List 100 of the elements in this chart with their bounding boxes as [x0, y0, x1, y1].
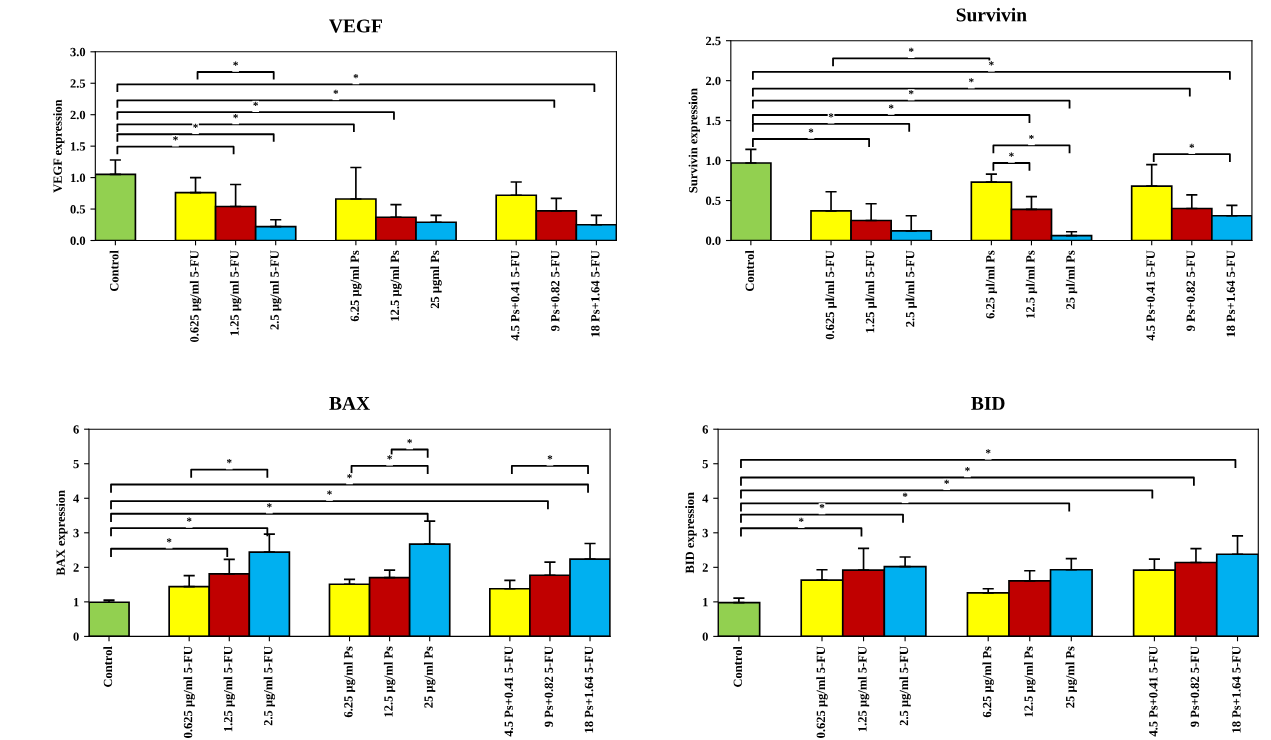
y-tick-label: 1.5: [70, 142, 86, 151]
x-tick-label: 2.5 µg/ml 5-FU: [899, 646, 911, 726]
y-tick-label: 6: [702, 425, 709, 434]
annotation: *: [908, 90, 914, 95]
x-tick-label: 6.25 µg/ml Ps: [343, 646, 356, 718]
annotation: *: [253, 101, 258, 106]
annotation: *: [407, 438, 412, 444]
annotation: *: [327, 490, 332, 495]
annotation: *: [173, 136, 178, 141]
x-tick-label: 9 Ps+0.82 5-FU: [544, 646, 554, 727]
annotation: *: [1029, 134, 1034, 140]
x-tick-label: Control: [103, 646, 113, 687]
chart-title: Survivin: [956, 7, 1027, 22]
y-tick-label: 2: [702, 563, 708, 572]
y-tick-label: 0: [702, 632, 708, 641]
y-tick-label: 2.5: [706, 36, 721, 46]
x-tick-label: Control: [109, 250, 119, 292]
x-tick-label: 1.25 µl/ml 5-FU: [865, 250, 877, 333]
x-tick-label: 12.5 µg/ml Ps: [1024, 646, 1036, 717]
annotation: *: [888, 104, 894, 109]
y-tick-label: 5: [73, 459, 79, 469]
x-tick-label: 9 Ps+0.82 5-FU: [1190, 646, 1200, 727]
x-tick-label: 6.25 µl/ml Ps: [985, 250, 998, 319]
chart-title: VEGF: [329, 19, 382, 33]
annotation: *: [1189, 143, 1195, 148]
x-tick-label: 1.25 µg/ml 5-FU: [229, 250, 242, 336]
y-tick-label: 1: [74, 597, 79, 607]
x-tick-label: 12.5 µg/ml Ps: [390, 250, 402, 321]
y-tick-label: 4: [73, 494, 80, 503]
x-tick-label: 4.5 Ps+0.41 5-FU: [510, 250, 520, 341]
x-tick-label: 25 µl/ml Ps: [1065, 250, 1078, 309]
x-tick-label: 0.625 µg/ml 5-FU: [816, 646, 828, 738]
y-tick-label: 2: [73, 563, 79, 572]
y-tick-label: 3: [73, 528, 79, 538]
x-tick-label: 1.25 µg/ml 5-FU: [223, 646, 235, 732]
y-axis-title: BID expression: [685, 492, 697, 574]
x-tick-label: 18 Ps+1.64 5-FU: [591, 250, 600, 337]
x-tick-label: 4.5 Ps+0.41 5-FU: [504, 646, 514, 737]
x-tick-label: 25 µg/ml Ps: [1065, 646, 1078, 708]
y-tick-label: 2.5: [70, 79, 86, 88]
y-tick-label: 2.0: [706, 76, 721, 86]
annotation: *: [353, 73, 359, 79]
annotation: *: [387, 455, 392, 460]
y-tick-label: 0.0: [70, 236, 86, 246]
x-tick-label: 6.25 µg/ml Ps: [982, 646, 994, 718]
annotation: *: [828, 113, 834, 118]
y-axis-title: VEGF expression: [53, 99, 65, 193]
y-axis-title: Survivin expression: [688, 88, 700, 193]
x-tick-label: 9 Ps+0.82 5-FU: [551, 250, 560, 331]
annotation: *: [902, 492, 908, 498]
annotation: *: [193, 123, 198, 128]
annotation: *: [1009, 152, 1014, 157]
y-axis-title: BAX expression: [56, 490, 68, 576]
annotation: *: [226, 459, 232, 464]
annotation: *: [186, 517, 192, 522]
y-tick-label: 5: [702, 459, 708, 469]
y-tick-label: 4: [702, 494, 709, 503]
annotation: *: [908, 47, 914, 52]
x-tick-label: 12.5 µg/ml Ps: [383, 646, 396, 717]
y-tick-label: 6: [73, 425, 79, 434]
annotation: *: [808, 128, 814, 133]
annotation: *: [798, 517, 804, 522]
annotation: *: [985, 449, 991, 454]
y-tick-label: 1.5: [706, 116, 721, 126]
y-tick-label: 1.0: [70, 173, 86, 183]
x-tick-label: 1.25 µg/ml 5-FU: [857, 646, 870, 732]
y-tick-label: 0.5: [705, 196, 721, 206]
x-tick-label: 2.5 µl/ml 5-FU: [905, 250, 917, 327]
annotation: *: [547, 455, 553, 460]
x-tick-label: 0.625 µl/ml 5-FU: [825, 250, 837, 340]
x-tick-label: 18 Ps+1.64 5-FU: [1232, 646, 1241, 733]
x-tick-label: Control: [733, 646, 743, 687]
y-tick-label: 2.0: [70, 110, 86, 120]
x-tick-label: 0.625 µg/ml 5-FU: [189, 250, 202, 343]
y-tick-label: 0.0: [705, 236, 721, 246]
x-tick-label: 18 Ps+1.64 5-FU: [1226, 250, 1236, 337]
chart-title: BID: [971, 397, 1005, 410]
annotation: *: [166, 538, 172, 543]
annotation: *: [989, 61, 994, 66]
y-tick-label: 3.0: [70, 47, 86, 57]
x-tick-label: 18 Ps+1.64 5-FU: [584, 646, 594, 733]
x-tick-label: 9 Ps+0.82 5-FU: [1186, 250, 1195, 331]
x-tick-label: 2.5 µg/ml 5-FU: [263, 646, 276, 726]
annotation: *: [944, 479, 949, 484]
y-tick-label: 0: [73, 632, 79, 641]
y-tick-label: 1.0: [706, 156, 721, 166]
x-tick-label: 6.25 µg/ml Ps: [350, 250, 362, 322]
y-tick-label: 3: [702, 528, 708, 538]
annotation: *: [233, 61, 238, 66]
y-tick-label: 1: [703, 597, 708, 607]
x-tick-label: 0.625 µg/ml 5-FU: [183, 646, 195, 738]
x-tick-label: 25 µg/ml Ps: [423, 646, 436, 708]
y-tick-label: 0.5: [70, 205, 86, 214]
annotation: *: [819, 504, 825, 509]
annotation: *: [333, 89, 339, 95]
chart-title: BAX: [329, 396, 370, 410]
x-tick-label: 4.5 Ps+0.41 5-FU: [1146, 250, 1155, 341]
x-tick-label: 4.5 Ps+0.41 5-FU: [1149, 646, 1158, 737]
x-tick-label: 2.5 µg/ml 5-FU: [269, 250, 282, 330]
annotation: *: [347, 474, 352, 479]
